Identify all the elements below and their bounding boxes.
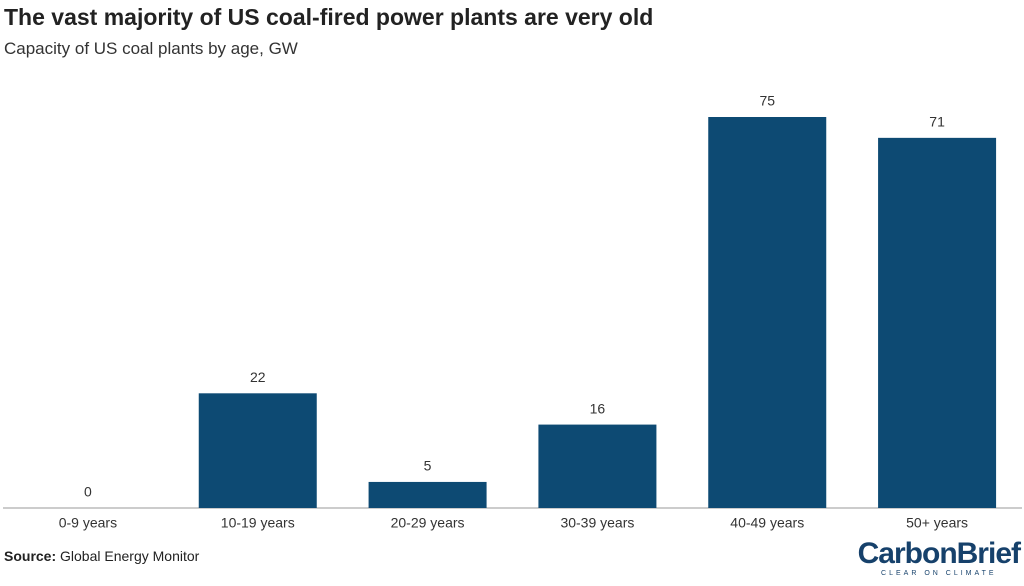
value-label: 16 <box>590 400 606 416</box>
logo-name: CarbonBrief <box>857 537 1021 570</box>
bar <box>368 481 487 508</box>
bar <box>878 137 997 508</box>
value-label: 71 <box>929 114 945 130</box>
x-tick-label: 20-29 years <box>391 515 465 531</box>
logo-tagline: CLEAR ON CLIMATE <box>881 570 997 577</box>
bar <box>708 117 827 508</box>
footer: Source: Global Energy Monitor <box>4 548 199 564</box>
chart-subtitle: Capacity of US coal plants by age, GW <box>4 39 298 58</box>
value-label: 75 <box>759 93 775 109</box>
bar <box>198 393 317 508</box>
value-label: 0 <box>84 484 92 500</box>
value-label: 22 <box>250 369 266 385</box>
x-tick-label: 50+ years <box>906 515 968 531</box>
chart-title: The vast majority of US coal-fired power… <box>4 4 654 30</box>
x-tick-label: 40-49 years <box>730 515 804 531</box>
x-tick-label: 30-39 years <box>560 515 634 531</box>
logo: CarbonBrief CLEAR ON CLIMATE <box>857 537 1021 578</box>
value-label: 5 <box>424 458 432 474</box>
source: Global Energy Monitor <box>60 548 200 564</box>
bar <box>538 424 657 508</box>
x-tick-label: 10-19 years <box>221 515 295 531</box>
source-label: Source: <box>4 548 57 564</box>
x-tick-label: 0-9 years <box>59 515 117 531</box>
